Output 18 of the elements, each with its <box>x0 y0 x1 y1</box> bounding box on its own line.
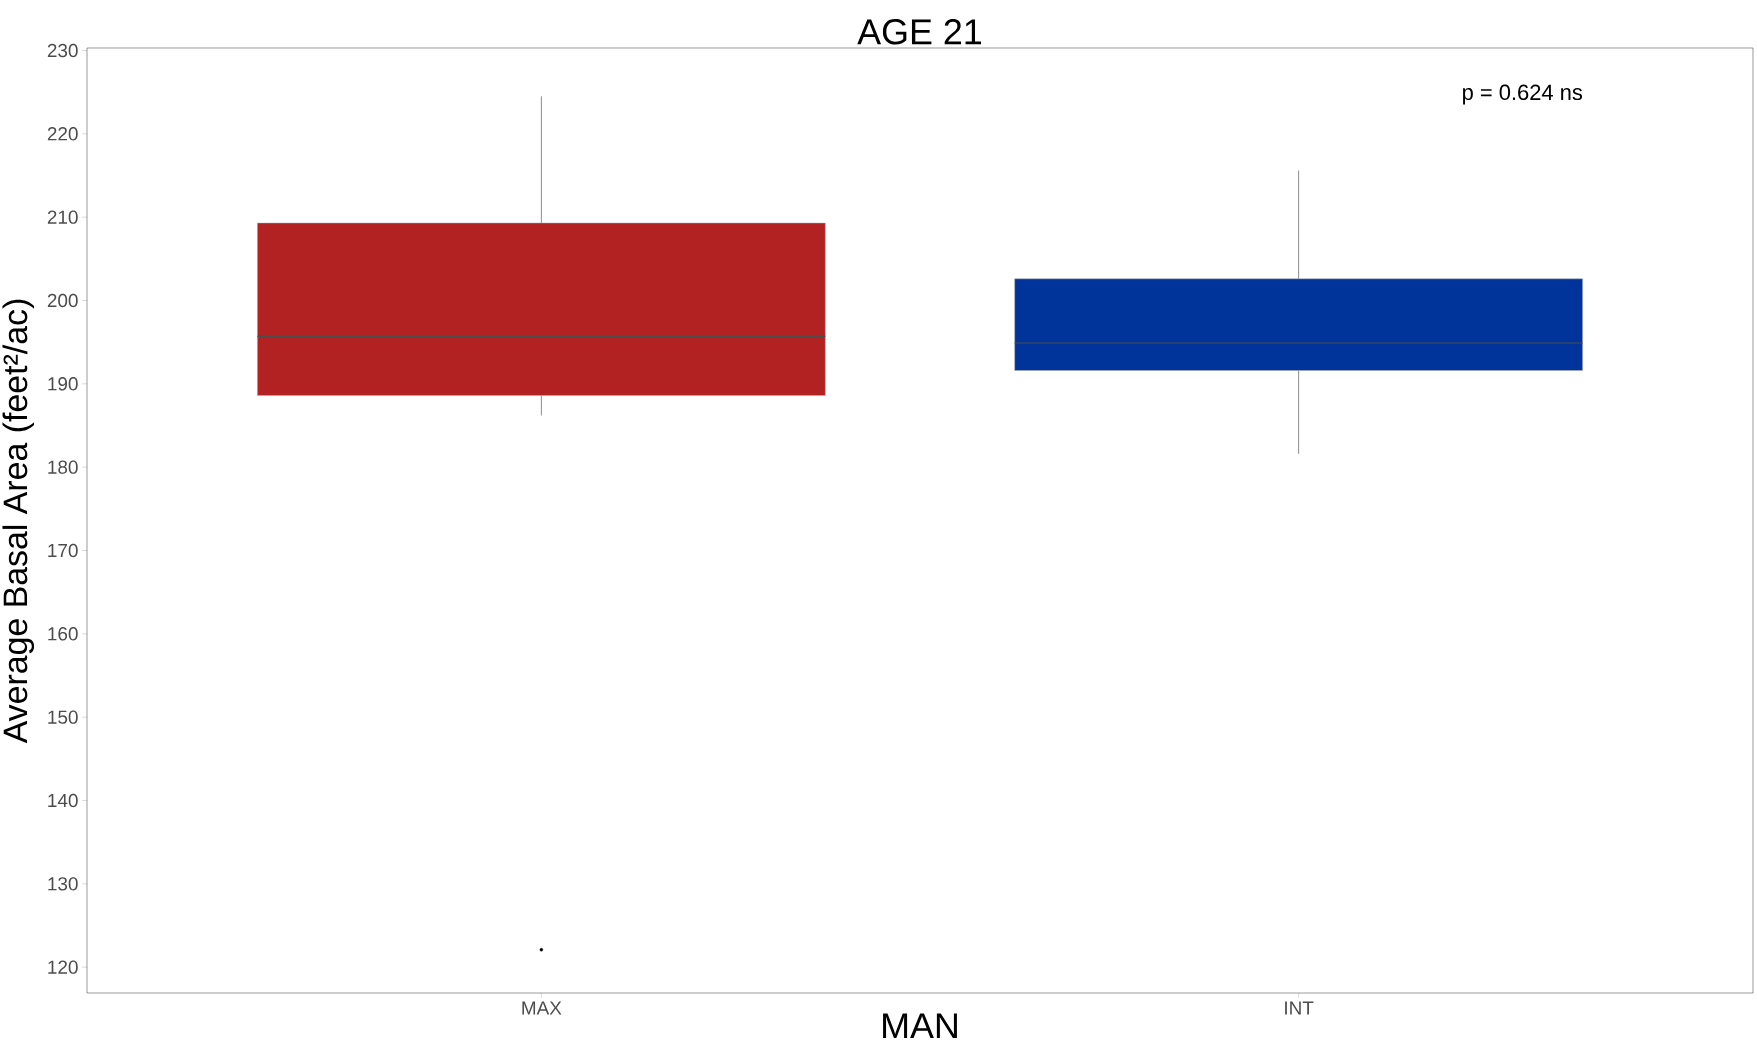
x-tick-label: MAX <box>522 1001 562 1015</box>
y-tick-label: 200 <box>47 293 78 308</box>
y-tick-label: 160 <box>48 627 78 641</box>
y-tick-label: 170 <box>48 543 78 558</box>
y-tick-label: 190 <box>48 377 78 391</box>
annotation: p = 0.624 ns <box>1463 84 1583 105</box>
y-axis-title: Average Basal Area (feet²/ac) <box>2 299 35 744</box>
y-tick-label: 210 <box>47 210 78 224</box>
y-tick-label: 230 <box>47 43 78 58</box>
x-tick-label: INT <box>1285 1001 1314 1015</box>
y-tick-label: 220 <box>47 127 78 141</box>
x-axis-title: MAN <box>883 1013 957 1039</box>
y-tick-label: 150 <box>48 710 78 724</box>
chart-title: AGE 21 <box>857 19 982 45</box>
y-tick-label: 140 <box>48 793 78 808</box>
y-tick-label: 180 <box>48 460 78 474</box>
y-tick-label: 130 <box>48 877 78 891</box>
y-tick-label: 120 <box>48 960 78 974</box>
